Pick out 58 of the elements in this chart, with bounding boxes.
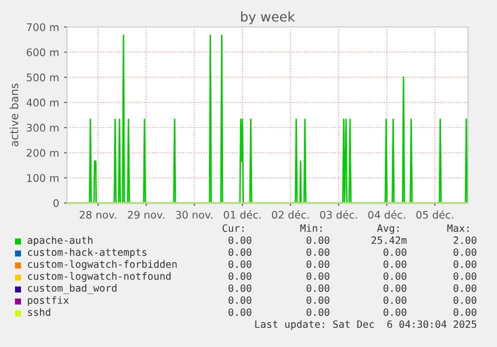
text: 0.00: [228, 260, 252, 268]
y-axis-title: active bans: [10, 84, 18, 146]
text: 0.00: [228, 308, 252, 316]
x-tick-label: 02 déc.: [272, 210, 309, 219]
text: 0.00: [384, 284, 406, 292]
text: 0.00: [306, 308, 330, 316]
legend-label: custom-hack-attempts: [28, 248, 146, 258]
text: Cur:: [222, 224, 244, 232]
legend-label: custom_bad_word: [28, 284, 116, 294]
text: 0.00: [384, 248, 406, 256]
text: 0.00: [306, 284, 330, 292]
y-tick-label: 400 m: [26, 98, 58, 107]
text: Max:: [447, 224, 469, 232]
x-tick-label: 01 déc.: [224, 210, 261, 219]
text: 0.00: [228, 284, 252, 292]
text: 0.00: [384, 272, 406, 280]
y-tick-label: 600 m: [26, 48, 58, 56]
text: 0.00: [454, 272, 476, 280]
text: 2.00: [454, 236, 476, 244]
text: Avg:: [377, 224, 399, 234]
y-tick-label: 100 m: [27, 174, 58, 182]
y-tick-label: 500 m: [26, 74, 58, 82]
y-tick-label: 200 m: [26, 148, 58, 157]
text: 0.00: [384, 260, 406, 268]
x-tick-label: 29 nov.: [128, 210, 164, 219]
text: 0.00: [306, 272, 330, 280]
x-tick-label: 03 déc.: [320, 210, 357, 219]
text: 0.00: [306, 296, 330, 304]
legend-label: apache-auth: [28, 236, 92, 246]
text: Min:: [300, 224, 322, 232]
text: 0.00: [228, 296, 252, 304]
y-tick-label: 300 m: [26, 124, 58, 132]
legend-label: custom-logwatch-notfound: [28, 272, 171, 282]
text: 0.00: [228, 248, 252, 256]
text: 0.00: [306, 260, 330, 268]
x-tick-label: 30 nov.: [176, 210, 212, 219]
chart-title: by week: [241, 11, 295, 24]
text: 0.00: [454, 248, 476, 256]
text: 25.42m: [372, 236, 407, 244]
text: 0.00: [384, 308, 406, 316]
text: 0.00: [454, 260, 476, 268]
text: 0.00: [228, 236, 252, 244]
x-tick-label: 05 déc.: [416, 210, 454, 219]
x-tick-label: 28 nov.: [80, 210, 116, 219]
legend-label: sshd: [28, 308, 50, 316]
legend-label: postfix: [28, 296, 69, 306]
text: 0.00: [454, 284, 476, 292]
text: 0.00: [228, 272, 252, 280]
text: 0.00: [454, 308, 476, 316]
y-tick-label: 700 m: [26, 23, 58, 32]
text: 0.00: [454, 296, 476, 304]
text: 0.00: [306, 248, 330, 256]
text: 0.00: [384, 296, 406, 304]
text: Last update: Sat Dec 6 04:30:04 2025: [255, 320, 476, 330]
legend-label: custom-logwatch-forbidden: [28, 260, 177, 270]
text: 0.00: [306, 236, 330, 244]
x-tick-label: 04 déc.: [368, 210, 405, 219]
y-tick-label: 0: [53, 199, 59, 208]
